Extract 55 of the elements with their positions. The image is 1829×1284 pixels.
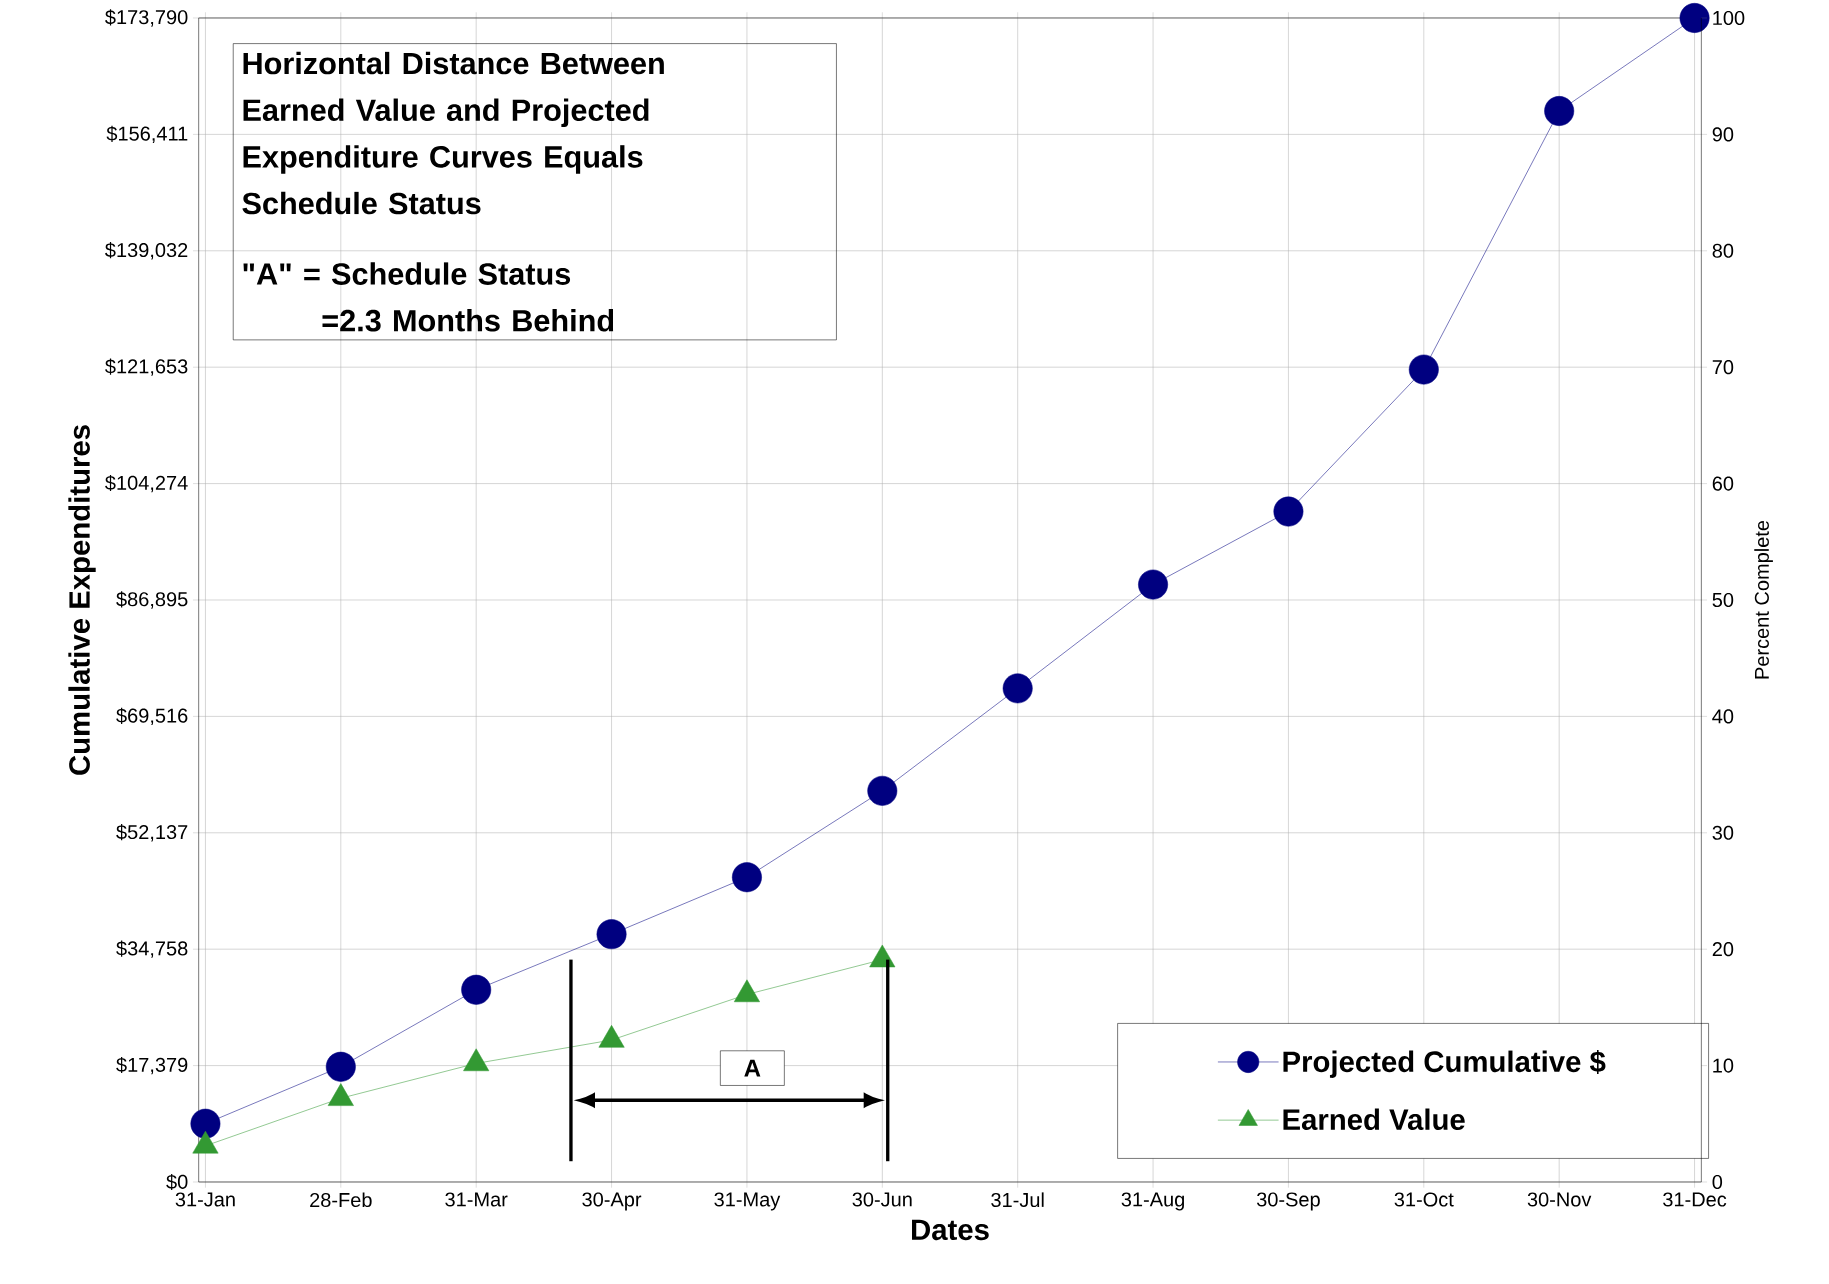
point xyxy=(325,1051,356,1082)
point xyxy=(1408,354,1439,385)
point xyxy=(732,862,762,893)
x-axis-title: Dates xyxy=(912,1219,989,1241)
y-tick-label: $139,032 xyxy=(105,242,188,260)
x-tick-label: 30-Apr xyxy=(582,1192,642,1211)
y-tick-label: $34,758 xyxy=(116,940,188,958)
y2-tick-label: 0 xyxy=(1712,1174,1723,1190)
x-tick-label: 31-Jul xyxy=(991,1192,1044,1208)
legend-label: Earned Value xyxy=(1283,1108,1465,1131)
point xyxy=(461,974,492,1005)
point xyxy=(1002,673,1033,704)
y2-axis-title: Percent Complete xyxy=(1754,520,1773,679)
point xyxy=(596,919,627,950)
x-tick-label: 31-Mar xyxy=(445,1192,508,1207)
annotation: "A" = Schedule Status xyxy=(243,262,571,285)
point xyxy=(190,1108,221,1139)
x-tick-label: 30-Nov xyxy=(1527,1192,1592,1207)
y-tick-label: $69,516 xyxy=(116,707,188,726)
y-tick-label: $104,274 xyxy=(105,474,188,493)
x-tick-label: 31-May xyxy=(714,1192,781,1211)
legend-label: Projected Cumulative $ xyxy=(1283,1050,1606,1078)
annotation: A xyxy=(744,1059,761,1077)
y2-tick-label: 40 xyxy=(1712,709,1734,724)
annotation: =2.3 Months Behind xyxy=(322,309,614,332)
point xyxy=(867,775,898,806)
x-tick-label: 30-Sep xyxy=(1256,1192,1320,1211)
point xyxy=(1138,569,1168,600)
y-tick-label: $0 xyxy=(166,1173,188,1191)
y-tick-label: $86,895 xyxy=(116,591,188,609)
x-tick-label: 30-Jun xyxy=(852,1192,912,1207)
y2-tick-label: 70 xyxy=(1712,360,1734,375)
x-tick-label: 31-Aug xyxy=(1121,1192,1184,1211)
x-tick-label: 28-Feb xyxy=(310,1192,372,1208)
y-tick-label: $156,411 xyxy=(106,125,188,144)
x-tick-label: 31-Oct xyxy=(1394,1192,1454,1207)
y2-tick-label: 10 xyxy=(1713,1058,1734,1073)
y2-tick-label: 100 xyxy=(1713,10,1745,26)
point xyxy=(1273,496,1304,527)
annotation: Horizontal Distance Between Earned Value and Projected Expenditure Curves Equals Schedule Status xyxy=(242,51,664,215)
y2-tick-label: 50 xyxy=(1712,592,1734,608)
point xyxy=(1544,96,1575,126)
x-tick-label: 31-Jan xyxy=(175,1192,235,1207)
x-tick-label: 31-Dec xyxy=(1663,1192,1727,1207)
y2-tick-label: 90 xyxy=(1712,127,1734,142)
y2-tick-label: 60 xyxy=(1712,476,1734,491)
y-tick-label: $121,653 xyxy=(105,358,188,376)
y-tick-label: $17,379 xyxy=(116,1056,188,1075)
y-axis-title: Cumulative Expenditures xyxy=(68,425,96,775)
y2-tick-label: 20 xyxy=(1712,942,1734,957)
y2-tick-label: 30 xyxy=(1712,825,1734,840)
y2-tick-label: 80 xyxy=(1712,243,1734,258)
y-tick-label: $52,137 xyxy=(116,824,188,842)
y-tick-label: $173,790 xyxy=(105,9,188,27)
point xyxy=(1679,3,1710,33)
